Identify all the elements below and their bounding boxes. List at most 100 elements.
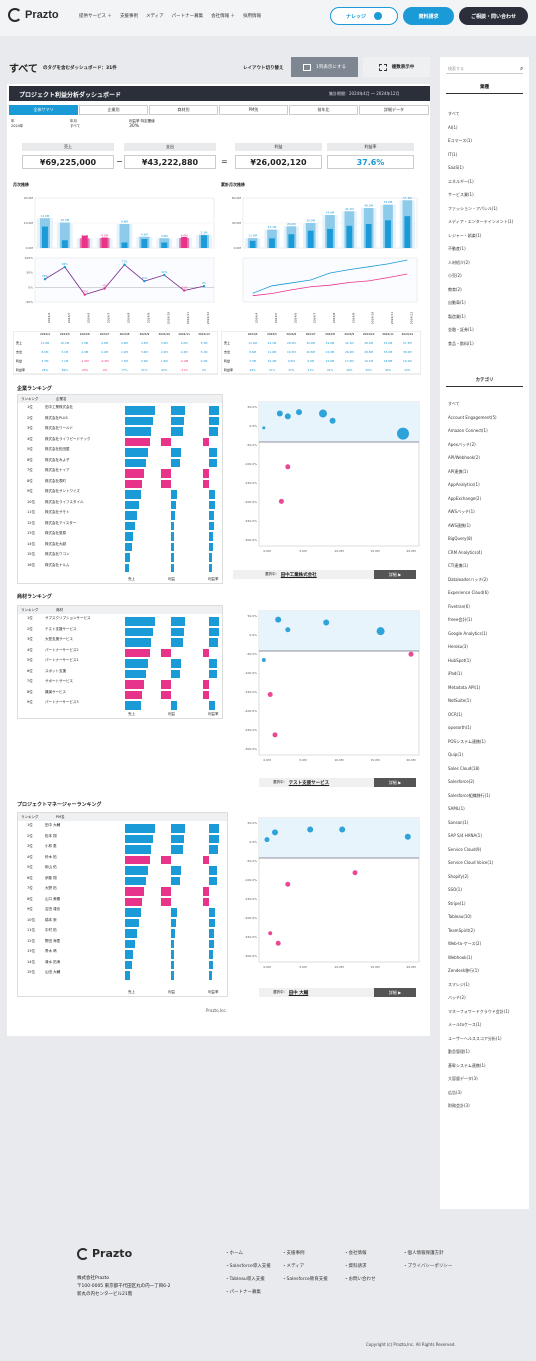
pm-selected-name[interactable]: 田中 大輔 bbox=[288, 990, 309, 996]
category-item-12[interactable]: CTI連携(1) bbox=[448, 563, 469, 568]
tab-product[interactable]: 商材別 bbox=[149, 105, 218, 115]
ranking-row[interactable]: 13位 青木 晴 bbox=[21, 949, 221, 960]
category-item-18[interactable]: Heroku(3) bbox=[448, 644, 468, 649]
industry-item-14[interactable]: 自動車(1) bbox=[448, 300, 466, 305]
category-item-49[interactable]: 基幹システム連携(1) bbox=[448, 1062, 486, 1068]
industry-item-3[interactable]: IT(1) bbox=[448, 151, 458, 157]
ranking-row[interactable]: 4位 株式会社ライフピードテック bbox=[21, 437, 221, 448]
industry-item-16[interactable]: 金融・証券(1) bbox=[448, 327, 474, 332]
ranking-row[interactable]: 15位 株式会社ワコン bbox=[21, 552, 221, 563]
category-item-4[interactable]: API/Webhook(2) bbox=[448, 455, 480, 460]
industry-item-13[interactable]: 教育(2) bbox=[448, 286, 462, 292]
category-item-33[interactable]: Service Cloud(9) bbox=[448, 846, 482, 852]
ranking-row[interactable]: 7位 大野 拓 bbox=[21, 886, 221, 897]
ranking-row[interactable]: 12位 野田 海里 bbox=[21, 939, 221, 950]
category-item-52[interactable]: 財務会計(3) bbox=[448, 1103, 470, 1108]
category-item-44[interactable]: バッチ(2) bbox=[448, 995, 466, 1000]
search-icon[interactable]: ⌕ bbox=[520, 65, 524, 72]
category-item-8[interactable]: AWSバッチ(1) bbox=[448, 509, 475, 514]
ranking-row[interactable]: 1位 サブスクリプションサービス bbox=[21, 616, 221, 627]
category-item-3[interactable]: Apexバッチ(2) bbox=[448, 441, 476, 447]
industry-item-4[interactable]: SaaS(1) bbox=[448, 165, 464, 170]
company-selected-name[interactable]: 田中工業株式会社 bbox=[280, 572, 317, 578]
category-item-42[interactable]: Zendesk移行(1) bbox=[448, 968, 479, 973]
category-item-15[interactable]: Fivetran(6) bbox=[448, 603, 470, 609]
category-item-17[interactable]: Google Analytics(1) bbox=[448, 630, 488, 636]
ranking-row[interactable]: 16位 株式会社ナルム bbox=[21, 563, 221, 574]
ranking-row[interactable]: 2位 テスト支援サービス bbox=[21, 627, 221, 638]
category-item-25[interactable]: POSシステム連携(1) bbox=[448, 738, 486, 744]
ranking-row[interactable]: 9位 吉田 達也 bbox=[21, 907, 221, 918]
footer-link-col1-0[interactable]: ・ホーム bbox=[225, 1251, 243, 1256]
tab-summary[interactable]: 全体サマリ bbox=[9, 105, 78, 115]
ranking-row[interactable]: 5位 パートナーサービス1 bbox=[21, 658, 221, 669]
filter-year[interactable]: 年 2024年 bbox=[11, 119, 23, 129]
category-item-23[interactable]: OCR(1) bbox=[448, 711, 463, 717]
category-item-6[interactable]: AppAnalytics(1) bbox=[448, 482, 480, 487]
category-item-45[interactable]: マネーフォワードクラウド会計(1) bbox=[448, 1008, 510, 1014]
nav-item-services[interactable]: 提供サービス ＋ bbox=[79, 14, 112, 19]
industry-item-7[interactable]: ファッション・アパレル(1) bbox=[448, 205, 498, 211]
footer-link-col4-0[interactable]: ・個人情報保護方針 bbox=[403, 1251, 444, 1256]
footer-link-col2-0[interactable]: ・支援事例 bbox=[282, 1251, 305, 1256]
ranking-row[interactable]: 5位 株式会社松田屋 bbox=[21, 447, 221, 458]
footer-link-col1-3[interactable]: ・パートナー募集 bbox=[225, 1290, 261, 1295]
category-item-11[interactable]: CRM Analytics(4) bbox=[448, 549, 483, 555]
footer-link-col2-1[interactable]: ・メディア bbox=[282, 1264, 305, 1269]
category-item-30[interactable]: SAML(1) bbox=[448, 806, 465, 811]
category-item-10[interactable]: BigQuery(8) bbox=[448, 536, 473, 541]
category-item-40[interactable]: Web-to-ケース(2) bbox=[448, 941, 482, 946]
one-column-button[interactable]: 1列表示にする bbox=[291, 57, 358, 77]
ranking-row[interactable]: 6位 株式会社みよ子 bbox=[21, 458, 221, 469]
ranking-row[interactable]: 3位 大型支援サービス bbox=[21, 637, 221, 648]
category-item-26[interactable]: Quip(1) bbox=[448, 752, 463, 757]
filter-threshold[interactable]: 利益率 特定閾値 30% bbox=[129, 119, 155, 129]
download-button[interactable]: 資料請求 bbox=[403, 7, 454, 25]
category-item-47[interactable]: ユーザーヘルススコア分析(1) bbox=[448, 1035, 502, 1041]
category-item-21[interactable]: Metadata API(1) bbox=[448, 684, 481, 690]
knowledge-button[interactable]: ナレッジ bbox=[330, 7, 398, 25]
ranking-row[interactable]: 6位 スポット支援 bbox=[21, 669, 221, 680]
category-item-36[interactable]: SSO(1) bbox=[448, 887, 462, 892]
category-item-35[interactable]: Shopify(2) bbox=[448, 873, 469, 879]
ranking-row[interactable]: 9位 株式会社サントワイズ bbox=[21, 489, 221, 500]
ranking-row[interactable]: 12位 株式会社アイスター bbox=[21, 521, 221, 532]
ranking-row[interactable]: 1位 田中工業株式会社 bbox=[21, 405, 221, 416]
category-item-0[interactable]: すべて bbox=[448, 401, 460, 406]
nav-item-media[interactable]: メディア bbox=[145, 14, 164, 19]
ranking-row[interactable]: 3位 小林 恵 bbox=[21, 844, 221, 855]
ranking-row[interactable]: 3位 株式会社ワールド bbox=[21, 426, 221, 437]
brand-logo[interactable]: Prazto bbox=[8, 8, 59, 22]
industry-item-0[interactable]: すべて bbox=[448, 111, 460, 116]
ranking-row[interactable]: 8位 講演サービス bbox=[21, 690, 221, 701]
category-item-51[interactable]: 広告(3) bbox=[448, 1089, 462, 1095]
ranking-row[interactable]: 8位 株式会社表町 bbox=[21, 479, 221, 490]
industry-item-15[interactable]: 製造業(1) bbox=[448, 313, 466, 319]
nav-item-recruit[interactable]: 採用情報 bbox=[243, 14, 262, 19]
category-item-43[interactable]: スマレジ(1) bbox=[448, 981, 470, 987]
industry-item-2[interactable]: Eコマース(1) bbox=[448, 138, 472, 143]
category-item-50[interactable]: 大容量データ(3) bbox=[448, 1076, 478, 1081]
category-item-2[interactable]: Amazon Connect(1) bbox=[448, 428, 488, 433]
ranking-row[interactable]: 1位 田中 大輔 bbox=[21, 823, 221, 834]
category-item-13[interactable]: Dataloaderバッチ(2) bbox=[448, 576, 488, 582]
industry-item-6[interactable]: サービス業(1) bbox=[448, 192, 474, 197]
ranking-row[interactable]: 15位 山田 大輔 bbox=[21, 970, 221, 981]
company-detail-button[interactable]: 詳細 ▶ bbox=[374, 570, 416, 579]
category-item-41[interactable]: Webhook(1) bbox=[448, 954, 473, 960]
footer-link-col2-2[interactable]: ・Salesforce教育支援 bbox=[282, 1277, 328, 1282]
category-item-19[interactable]: HubSpot(1) bbox=[448, 657, 471, 663]
pm-detail-button[interactable]: 詳細 ▶ bbox=[374, 988, 416, 997]
industry-item-17[interactable]: 食品・飲料(1) bbox=[448, 340, 474, 346]
tab-company[interactable]: 企業別 bbox=[79, 105, 148, 115]
category-item-14[interactable]: Experience Cloud(6) bbox=[448, 590, 489, 595]
contact-button[interactable]: ご相談・問い合わせ bbox=[459, 7, 528, 25]
tab-detail[interactable]: 詳細データ bbox=[359, 105, 429, 115]
footer-link-col4-1[interactable]: ・プライバシーポリシー bbox=[403, 1264, 453, 1269]
footer-link-col3-0[interactable]: ・会社情報 bbox=[344, 1251, 367, 1256]
ranking-row[interactable]: 10位 橋本 崇 bbox=[21, 918, 221, 929]
category-item-24[interactable]: opsearth(1) bbox=[448, 725, 472, 730]
tab-pm[interactable]: PM別 bbox=[219, 105, 288, 115]
industry-item-10[interactable]: 不動産(1) bbox=[448, 246, 466, 251]
footer-link-col3-2[interactable]: ・お問い合わせ bbox=[344, 1277, 376, 1282]
